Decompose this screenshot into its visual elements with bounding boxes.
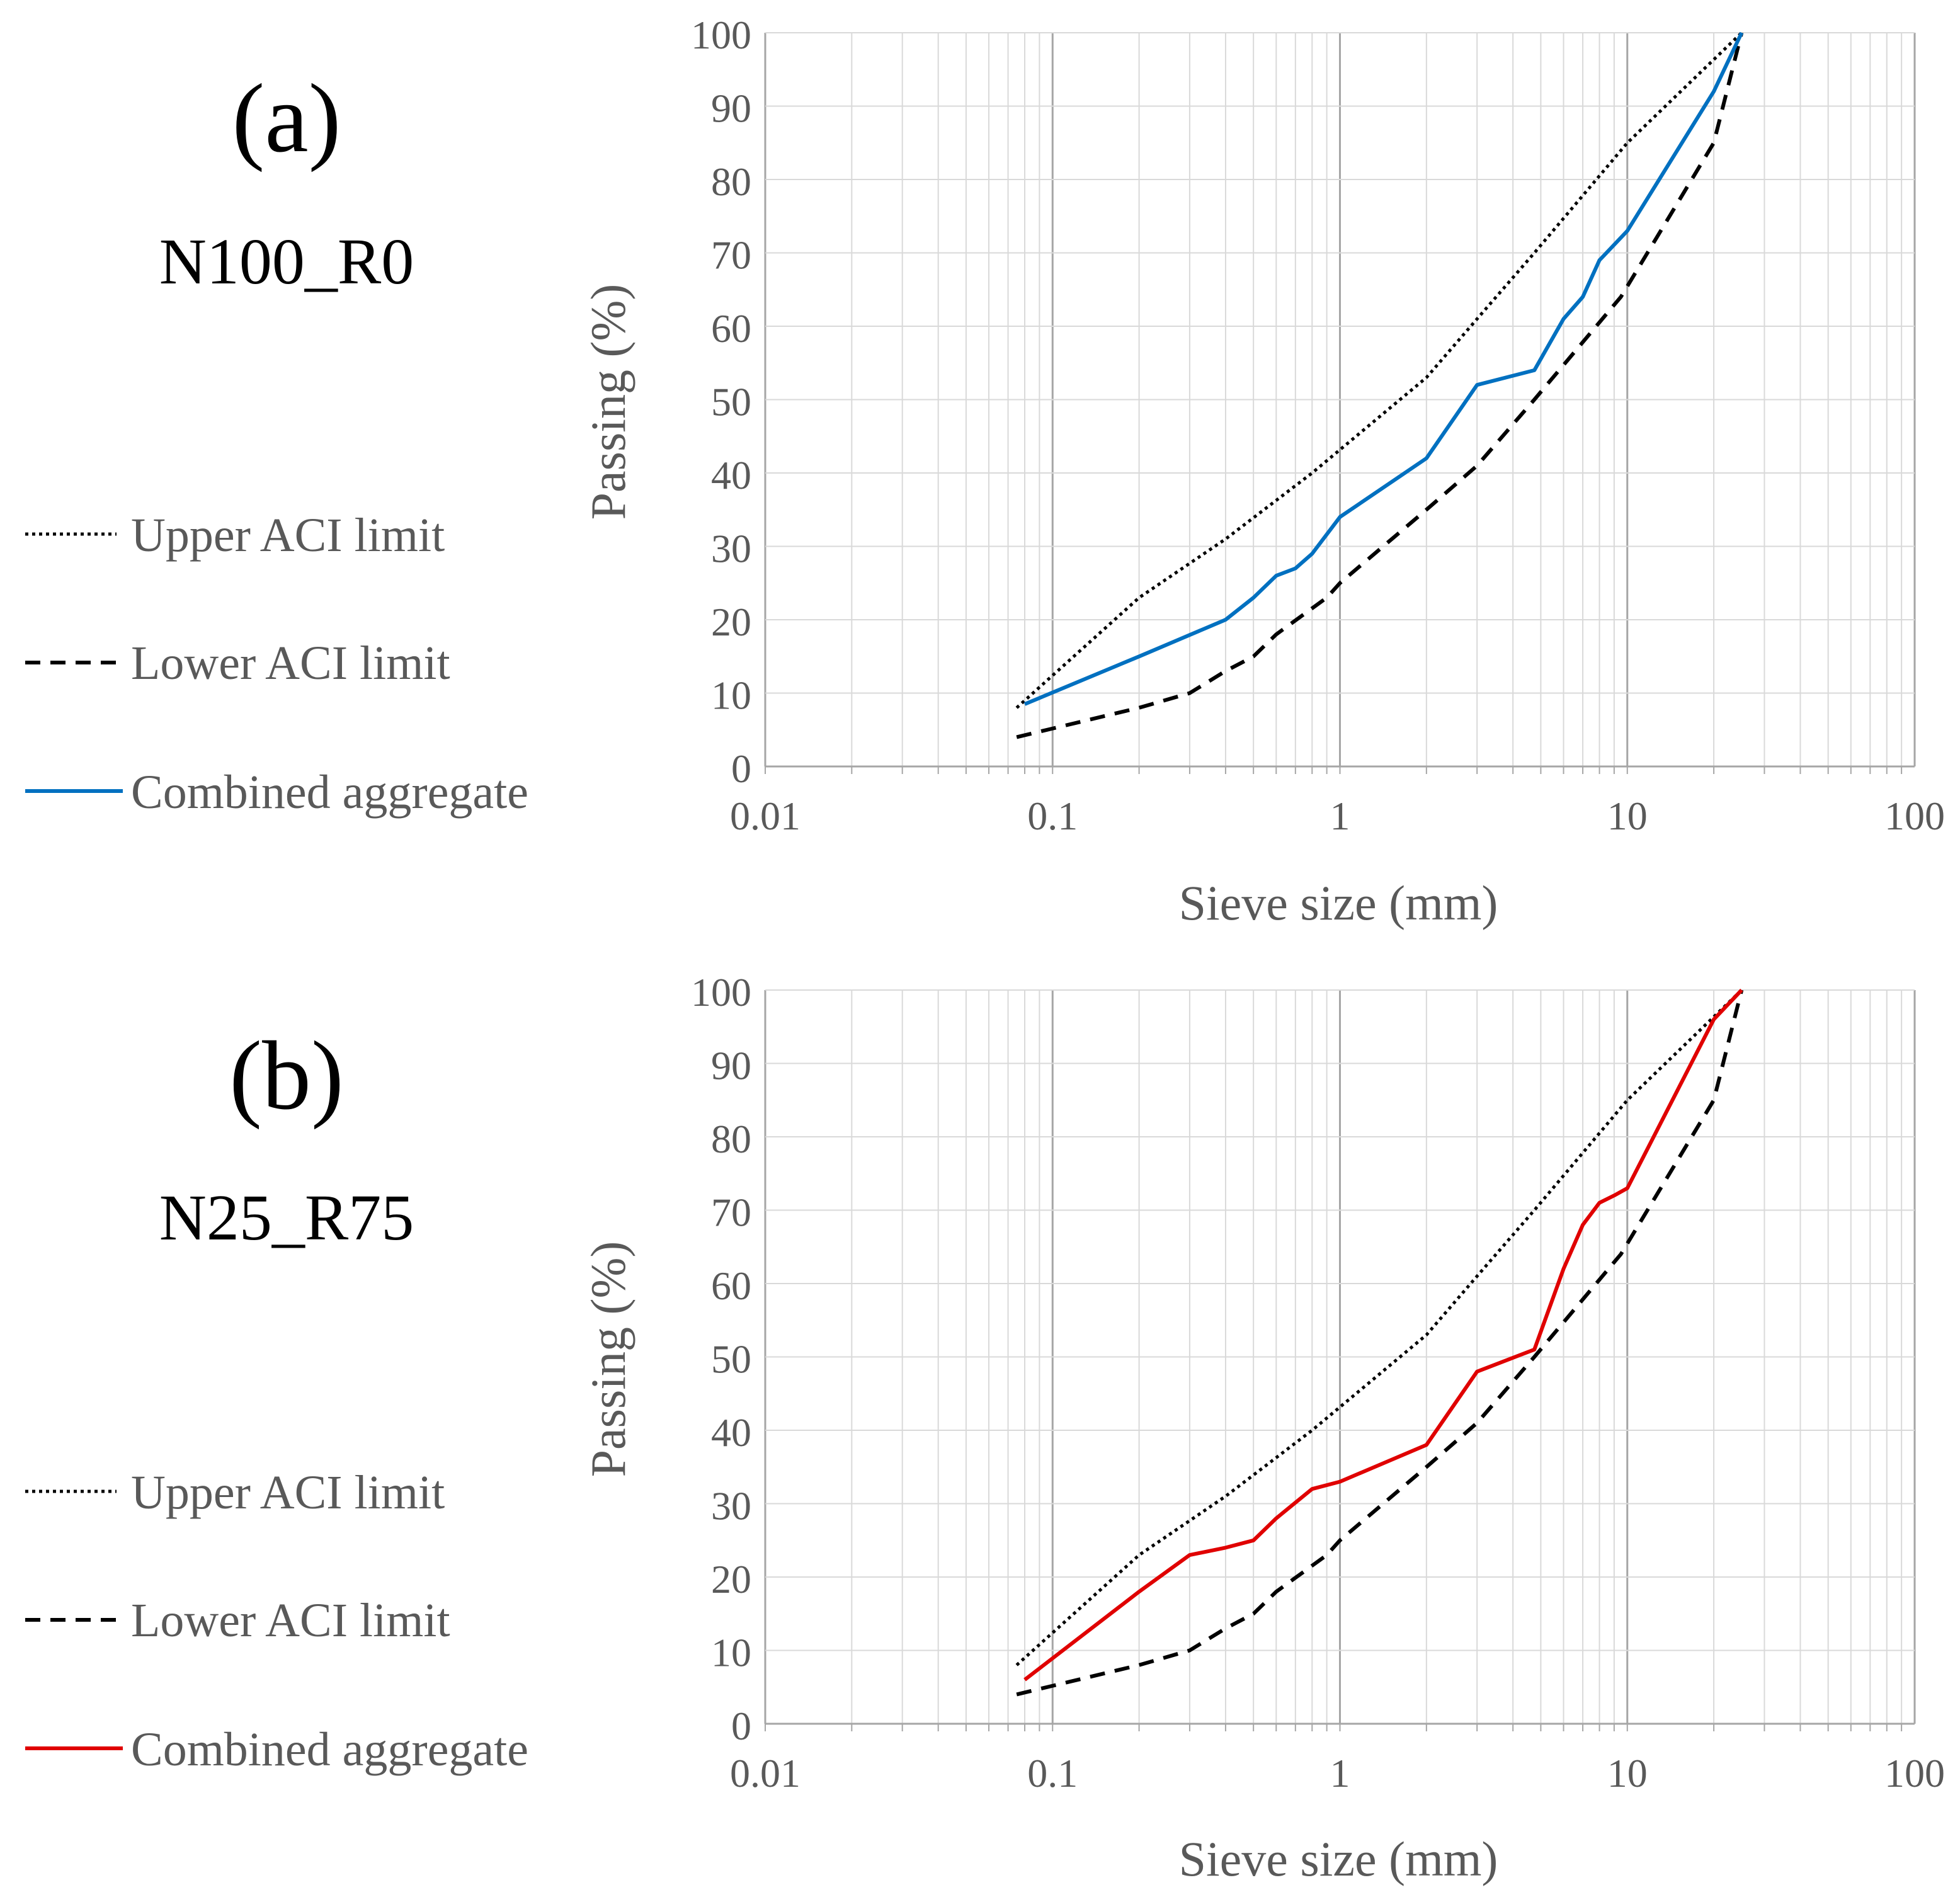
legend-a-upper-label: Upper ACI limit <box>131 509 445 562</box>
chart-b-axes <box>765 1723 1915 1731</box>
chart-b-y-tick-label: 100 <box>691 970 751 1015</box>
legend-a-lower-label: Lower ACI limit <box>131 637 450 690</box>
panel-b-legend: Upper ACI limit Lower ACI limit Combined… <box>25 1466 528 1776</box>
chart-a-x-axis-title: Sieve size (mm) <box>1179 875 1498 930</box>
chart-a-series-combined-aggregate <box>1023 31 1744 706</box>
panel-a-label: (a) <box>232 64 341 173</box>
legend-b-combined-label: Combined aggregate <box>131 1723 528 1776</box>
chart-b-y-tick-label: 0 <box>731 1704 751 1748</box>
chart-a-axes <box>765 765 1915 774</box>
panel-b: (b) N25_R75 Upper ACI limit Lower ACI li… <box>25 970 1945 1886</box>
legend-b-upper-label: Upper ACI limit <box>131 1466 445 1519</box>
chart-a-x-tick-label: 0.1 <box>1027 794 1078 838</box>
chart-a-y-tick-label: 30 <box>711 527 751 571</box>
chart-b-series-upper-aci-limit <box>1015 989 1743 1666</box>
chart-a-y-tick-label: 60 <box>711 306 751 351</box>
chart-b-y-tick-label: 60 <box>711 1263 751 1308</box>
panel-a-mix-label: N100_R0 <box>159 225 414 298</box>
chart-b-y-tick-label: 20 <box>711 1557 751 1602</box>
panel-b-mix-label: N25_R75 <box>159 1182 414 1254</box>
legend-b-lower-label: Lower ACI limit <box>131 1594 450 1647</box>
chart-a-series-upper-aci-limit <box>1015 31 1743 709</box>
panel-a-legend: Upper ACI limit Lower ACI limit Combined… <box>25 509 528 819</box>
chart-b-series-lower-aci-limit <box>1016 989 1744 1697</box>
chart-b-y-tick-label: 40 <box>711 1410 751 1455</box>
chart-a-grid <box>764 32 1916 767</box>
chart-a-y-tick-label: 50 <box>711 380 751 424</box>
panel-a: (a) N100_R0 Upper ACI limit Lower ACI li… <box>25 13 1945 930</box>
chart-a-y-tick-label: 80 <box>711 159 751 204</box>
panel-b-label: (b) <box>229 1021 344 1130</box>
chart-a-y-tick-label: 100 <box>691 13 751 57</box>
chart-a-x-tick-label: 0.01 <box>730 794 801 838</box>
chart-a-y-tick-label: 70 <box>711 233 751 278</box>
chart-b-series-combined-aggregate <box>1023 988 1743 1682</box>
chart-a-x-tick-label: 10 <box>1607 794 1648 838</box>
chart-a-x-tick-label: 100 <box>1884 794 1945 838</box>
chart-b-y-tick-label: 70 <box>711 1190 751 1235</box>
chart-b-y-tick-label: 80 <box>711 1117 751 1161</box>
chart-b-y-tick-label: 10 <box>711 1631 751 1675</box>
chart-b-y-tick-label: 50 <box>711 1337 751 1382</box>
chart-b-tick-labels: 0 10 20 30 40 50 60 70 80 90 100 0.01 0.1 1 10 100 <box>691 970 1945 1796</box>
chart-a-series-lower-aci-limit <box>1016 32 1744 739</box>
chart-a-series <box>1015 31 1744 739</box>
chart-a-tick-labels: 0 10 20 30 40 50 60 70 80 90 100 0.01 0.1 1 10 100 <box>691 13 1945 838</box>
chart-b-x-tick-label: 10 <box>1607 1751 1648 1796</box>
chart-b-grid <box>764 989 1916 1724</box>
chart-a-y-tick-label: 0 <box>731 746 751 791</box>
chart-a-y-tick-label: 20 <box>711 600 751 644</box>
chart-a-y-axis-title: Passing (%) <box>581 284 635 520</box>
chart-b-y-tick-label: 30 <box>711 1484 751 1529</box>
chart-a-x-tick-label: 1 <box>1330 794 1350 838</box>
legend-a-combined-label: Combined aggregate <box>131 766 528 819</box>
chart-b-y-tick-label: 90 <box>711 1044 751 1088</box>
chart-a-y-tick-label: 90 <box>711 86 751 131</box>
chart-b-x-tick-label: 1 <box>1330 1751 1350 1796</box>
chart-b-x-tick-label: 0.01 <box>730 1751 801 1796</box>
chart-b-x-axis-title: Sieve size (mm) <box>1179 1831 1498 1886</box>
chart-b-y-axis-title: Passing (%) <box>581 1241 635 1478</box>
chart-a: 0 10 20 30 40 50 60 70 80 90 100 0.01 0.1 1 10 100 Siev… <box>581 13 1945 930</box>
chart-a-y-tick-label: 10 <box>711 673 751 718</box>
chart-a-y-tick-label: 40 <box>711 453 751 498</box>
chart-b-x-tick-label: 100 <box>1884 1751 1945 1796</box>
chart-b-series <box>1015 988 1744 1697</box>
chart-b-x-tick-label: 0.1 <box>1027 1751 1078 1796</box>
chart-b: 0 10 20 30 40 50 60 70 80 90 100 0.01 0.1 1 10 100 Siev… <box>581 970 1945 1886</box>
